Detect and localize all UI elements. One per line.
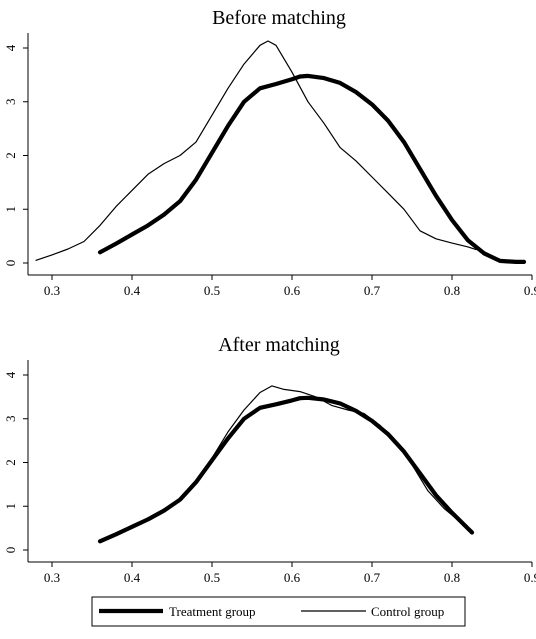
x-tick-label: 0.8: [444, 283, 460, 298]
x-tick-label: 0.8: [444, 570, 460, 585]
y-tick-label: 3: [3, 99, 18, 106]
x-tick-label: 0.9: [524, 283, 536, 298]
y-tick-label: 4: [3, 44, 18, 51]
x-tick-label: 0.5: [204, 283, 220, 298]
panel-title: Before matching: [212, 7, 346, 29]
series-line-treatment: [97, 73, 527, 264]
x-tick-label: 0.3: [44, 283, 60, 298]
legend-label-control: Control group: [371, 604, 444, 619]
y-tick-label: 2: [3, 152, 18, 159]
panel-before-matching: Before matching 0.3 0.4 0.5 0.6 0.7 0.8 0.9 0 1 2…: [3, 7, 536, 298]
x-tick-label: 0.5: [204, 570, 220, 585]
y-tick-label: 4: [3, 371, 18, 378]
x-tick-label: 0.4: [124, 570, 141, 585]
y-tick-label: 1: [3, 503, 18, 510]
x-tick-label: 0.7: [364, 570, 381, 585]
x-tick-label: 0.6: [284, 283, 301, 298]
series-line-control: [99, 385, 473, 542]
y-tick-label: 0: [3, 547, 18, 554]
x-tick-label: 0.9: [524, 570, 536, 585]
legend: Treatment group Control group: [91, 596, 466, 627]
panel-after-matching: After matching 0.3 0.4 0.5 0.6 0.7 0.8 0.9 0 1 2 3…: [3, 334, 536, 585]
axes: 0.3 0.4 0.5 0.6 0.7 0.8 0.9 0 1 2 3 4: [3, 360, 536, 585]
x-tick-label: 0.6: [284, 570, 301, 585]
series-layer: [35, 40, 527, 264]
x-tick-label: 0.4: [124, 283, 141, 298]
x-tick-label: 0.7: [364, 283, 381, 298]
series-line-control: [35, 40, 477, 261]
legend-label-treatment: Treatment group: [169, 604, 256, 619]
y-tick-label: 1: [3, 206, 18, 213]
series-layer: [97, 385, 475, 544]
y-tick-label: 3: [3, 416, 18, 423]
y-tick-label: 0: [3, 260, 18, 267]
axes: 0.3 0.4 0.5 0.6 0.7 0.8 0.9 0 1 2 3 4: [3, 33, 536, 298]
x-tick-label: 0.3: [44, 570, 60, 585]
panel-title: After matching: [218, 334, 340, 356]
series-line-treatment: [97, 395, 475, 544]
y-tick-label: 2: [3, 459, 18, 466]
